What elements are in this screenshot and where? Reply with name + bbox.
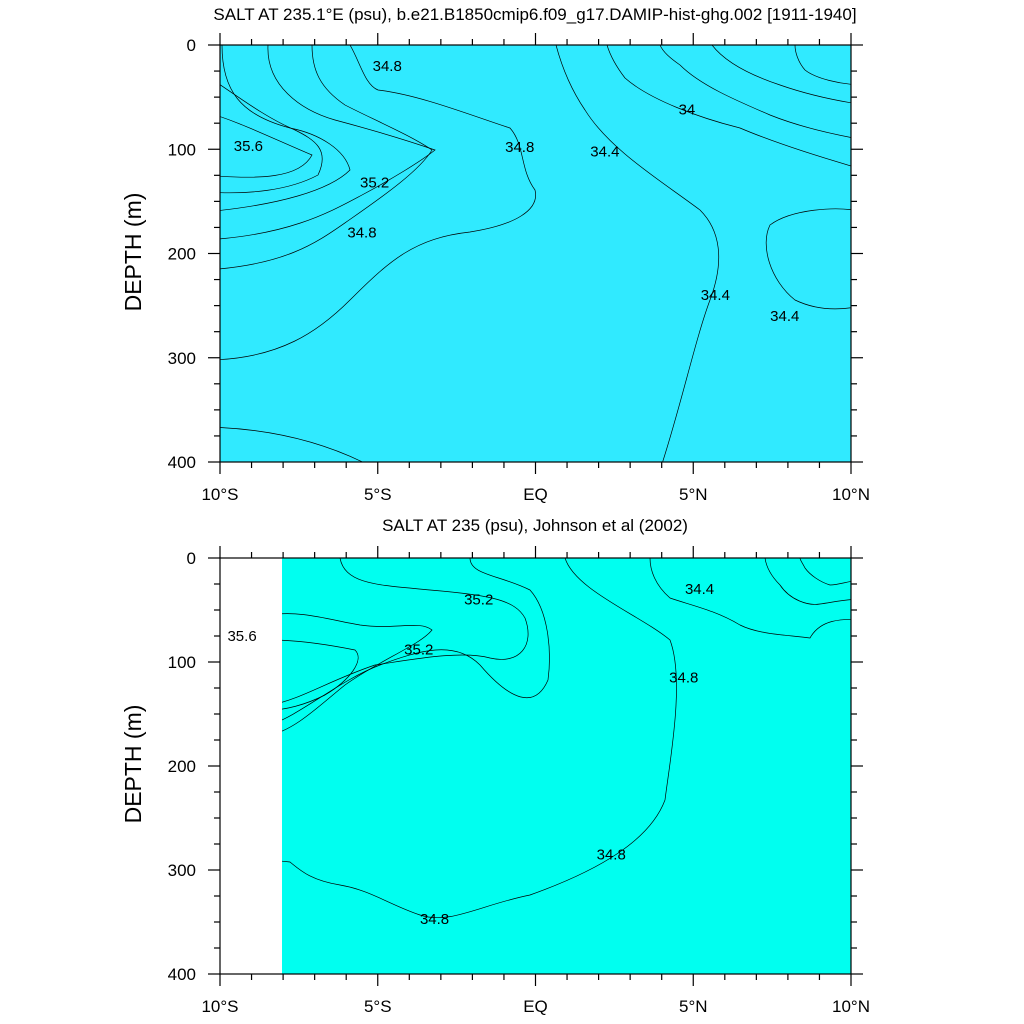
bottom-contour-label: 35.6 bbox=[227, 628, 256, 645]
bottom-y-ticks: 0 100 200 300 400 bbox=[168, 549, 863, 984]
top-contour-label: 34.4 bbox=[770, 308, 799, 325]
bottom-contour-label: 34.8 bbox=[420, 911, 449, 928]
bottom-y-tick-label: 100 bbox=[168, 653, 196, 672]
bottom-x-tick-label: EQ bbox=[523, 997, 548, 1016]
bottom-x-tick-label: 5°N bbox=[679, 997, 708, 1016]
bottom-field-354 bbox=[282, 558, 529, 703]
bottom-field-350 bbox=[282, 558, 677, 919]
top-contour-label: 34.8 bbox=[505, 139, 534, 156]
top-field-base bbox=[220, 45, 851, 462]
top-field-350 bbox=[220, 45, 433, 270]
bottom-contour-labels: 35.2 35.6 35.2 34.4 34.8 34.8 34.8 bbox=[227, 581, 714, 928]
top-field-342 bbox=[606, 45, 851, 167]
bottom-y-tick-label: 400 bbox=[168, 965, 196, 984]
top-contour-label: 34.4 bbox=[701, 287, 730, 304]
bottom-ylabel: DEPTH (m) bbox=[120, 705, 146, 824]
top-contour-fields bbox=[220, 45, 851, 462]
top-contour-label: 34.8 bbox=[347, 225, 376, 242]
bottom-field-342 bbox=[799, 558, 851, 586]
top-title: SALT AT 235.1°E (psu), b.e21.B1850cmip6.… bbox=[213, 5, 856, 24]
bottom-x-tick-label: 10°S bbox=[201, 997, 238, 1016]
bottom-contour-label: 34.4 bbox=[685, 581, 714, 598]
bottom-x-tick-label: 5°S bbox=[364, 997, 392, 1016]
bottom-contour-fields bbox=[282, 558, 851, 974]
top-x-tick-label: 10°S bbox=[201, 485, 238, 504]
bottom-field-344 bbox=[764, 558, 851, 605]
bottom-contour-label: 35.2 bbox=[404, 642, 433, 659]
bottom-field-346 bbox=[649, 558, 851, 639]
bottom-y-tick-label: 300 bbox=[168, 861, 196, 880]
top-panel: SALT AT 235.1°E (psu), b.e21.B1850cmip6.… bbox=[120, 5, 870, 504]
top-field-338 bbox=[711, 45, 851, 104]
top-contour-label: 34.4 bbox=[590, 143, 619, 160]
bottom-y-tick-label: 0 bbox=[187, 549, 196, 568]
top-contour-labels: 34.8 34.8 35.6 35.2 34.8 34.4 34 34.4 34.4 bbox=[234, 58, 800, 325]
top-field-352 bbox=[220, 45, 436, 240]
bottom-field-356 bbox=[282, 613, 433, 732]
top-y-tick-label: 200 bbox=[168, 245, 196, 264]
top-y-tick-label: 400 bbox=[168, 453, 196, 472]
top-x-tick-label: 5°S bbox=[364, 485, 392, 504]
top-x-ticks: 10°S 5°S EQ 5°N 10°N bbox=[201, 33, 870, 504]
top-y-tick-label: 100 bbox=[168, 140, 196, 159]
top-contour-label: 35.2 bbox=[360, 175, 389, 192]
bottom-contour-label: 34.8 bbox=[669, 670, 698, 687]
bottom-field-base bbox=[282, 558, 851, 974]
top-field-336 bbox=[794, 45, 851, 85]
top-contour-label: 34 bbox=[679, 102, 696, 119]
top-field-348 bbox=[220, 45, 536, 360]
top-x-tick-label: 10°N bbox=[832, 485, 870, 504]
top-y-tick-label: 0 bbox=[187, 36, 196, 55]
top-field-358 bbox=[220, 116, 313, 178]
top-field-bottom-pocket bbox=[220, 427, 364, 462]
top-contour-label: 35.6 bbox=[234, 138, 263, 155]
top-y-tick-label: 300 bbox=[168, 349, 196, 368]
top-field-340 bbox=[659, 45, 851, 138]
bottom-contour-label: 34.8 bbox=[597, 846, 626, 863]
bottom-panel: SALT AT 235 (psu), Johnson et al (2002) … bbox=[120, 516, 870, 1016]
bottom-field-352 bbox=[282, 558, 550, 721]
top-field-354 bbox=[220, 45, 351, 211]
top-x-tick-label: EQ bbox=[523, 485, 548, 504]
top-x-tick-label: 5°N bbox=[679, 485, 708, 504]
top-field-344 bbox=[555, 45, 851, 462]
bottom-x-tick-label: 10°N bbox=[832, 997, 870, 1016]
top-field-346-pocket bbox=[765, 208, 851, 310]
bottom-field-358 bbox=[282, 639, 359, 710]
bottom-x-ticks: 10°S 5°S EQ 5°N 10°N bbox=[201, 546, 870, 1016]
top-contour-label: 34.8 bbox=[373, 58, 402, 75]
top-y-ticks: 0 100 200 300 400 bbox=[168, 36, 863, 472]
top-ylabel: DEPTH (m) bbox=[120, 193, 146, 312]
bottom-title: SALT AT 235 (psu), Johnson et al (2002) bbox=[382, 516, 688, 535]
bottom-y-tick-label: 200 bbox=[168, 757, 196, 776]
bottom-contour-label: 35.2 bbox=[464, 592, 493, 609]
top-field-356 bbox=[220, 84, 323, 194]
